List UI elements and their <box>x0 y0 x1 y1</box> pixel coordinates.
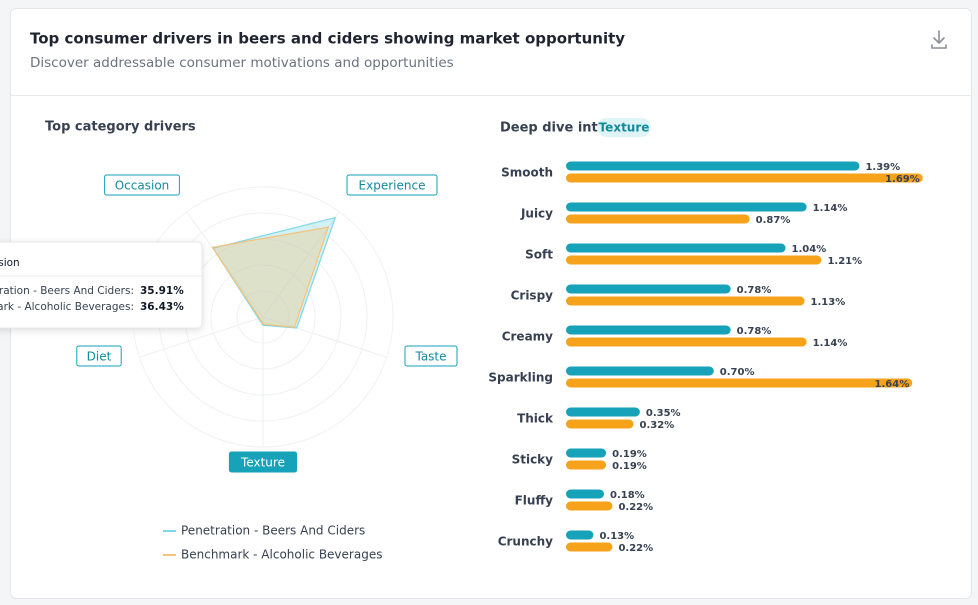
value-label: 1.14% <box>813 338 848 349</box>
tooltip-label: Penetration - Beers And Ciders: <box>0 285 134 297</box>
value-label: 1.13% <box>811 297 846 308</box>
value-label: 0.32% <box>640 420 675 431</box>
bar <box>566 325 731 335</box>
value-label: 0.78% <box>737 326 772 337</box>
value-label: 0.35% <box>646 408 681 419</box>
value-label: 0.19% <box>612 461 647 472</box>
bar <box>566 542 613 552</box>
subject-label: Texture <box>599 121 650 135</box>
bar <box>566 460 607 470</box>
bar <box>566 448 607 458</box>
bar <box>566 530 594 540</box>
bar <box>566 501 613 511</box>
tooltip-title: Occasion <box>0 257 20 269</box>
value-label: 0.22% <box>618 502 653 513</box>
radar-spoke <box>262 211 340 318</box>
bar <box>566 284 731 294</box>
bar <box>566 378 913 388</box>
category-label: Fluffy <box>515 494 554 508</box>
radar-spoke <box>186 211 264 318</box>
category-label: Smooth <box>501 166 553 180</box>
value-label: 0.18% <box>610 490 645 501</box>
card-subtitle: Discover addressable consumer motivation… <box>30 55 454 71</box>
value-label: 0.22% <box>618 543 653 554</box>
value-label: 0.13% <box>599 531 634 542</box>
legend-label: Penetration - Beers And Ciders <box>181 524 365 538</box>
bar <box>566 296 805 306</box>
value-label: 1.14% <box>813 203 848 214</box>
radar-axis-box <box>104 174 180 196</box>
bar <box>566 255 822 265</box>
radar-area <box>211 226 330 328</box>
card-title: Top consumer drivers in beers and ciders… <box>30 30 625 48</box>
category-label: Crispy <box>511 289 554 303</box>
bar <box>566 173 923 183</box>
bar <box>566 489 604 499</box>
value-label: 1.04% <box>792 244 827 255</box>
bar <box>566 419 634 429</box>
tooltip-label: Benchmark - Alcoholic Beverages: <box>0 301 134 313</box>
category-label: Juicy <box>520 207 553 221</box>
bar <box>566 337 807 347</box>
tooltip-value: 35.91% <box>140 285 184 297</box>
radar-axis-box <box>228 451 298 473</box>
download-icon[interactable] <box>931 30 947 49</box>
bar <box>566 161 860 171</box>
subject-pill <box>597 118 651 137</box>
value-label: 0.87% <box>756 215 791 226</box>
bar <box>566 214 750 224</box>
category-label: Soft <box>525 248 553 262</box>
radar-axis-box <box>404 345 458 367</box>
value-label: 1.64% <box>875 379 910 390</box>
radar-axis-label: Texture <box>240 456 285 470</box>
bar <box>566 243 786 253</box>
bar-title: Deep dive into <box>500 121 607 136</box>
bar <box>566 407 640 417</box>
radar-axis-box <box>346 174 438 196</box>
radar-spoke <box>139 316 264 358</box>
radar-axis-label: Taste <box>414 350 446 364</box>
radar-axis-label: Occasion <box>115 179 170 193</box>
tooltip-box <box>0 241 203 329</box>
category-label: Thick <box>517 412 554 426</box>
value-label: 1.39% <box>865 162 900 173</box>
radar-spoke <box>262 316 387 358</box>
tooltip-value: 36.43% <box>140 301 184 313</box>
category-label: Sticky <box>512 453 554 467</box>
value-label: 1.69% <box>885 174 920 185</box>
legend-label: Benchmark - Alcoholic Beverages <box>181 548 382 562</box>
value-label: 0.19% <box>612 449 647 460</box>
radar-axis-box <box>76 345 122 367</box>
value-label: 1.21% <box>827 256 862 267</box>
value-label: 0.78% <box>737 285 772 296</box>
bar <box>566 366 714 376</box>
radar-axis-label: Diet <box>87 350 112 364</box>
radar-area <box>212 216 337 329</box>
value-label: 0.70% <box>720 367 755 378</box>
radar-axis-label: Experience <box>359 179 426 193</box>
category-label: Creamy <box>502 330 553 344</box>
category-label: Sparkling <box>488 371 553 385</box>
bar <box>566 202 807 212</box>
radar-title: Top category drivers <box>45 120 196 135</box>
category-label: Crunchy <box>498 535 553 549</box>
